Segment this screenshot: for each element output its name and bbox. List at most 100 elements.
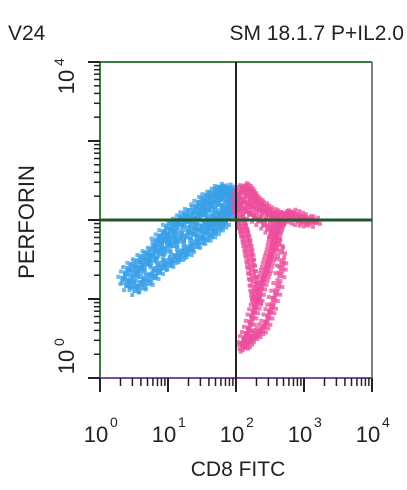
data-point	[275, 243, 280, 248]
data-point	[238, 202, 243, 207]
data-point	[154, 274, 159, 279]
data-point	[271, 281, 276, 286]
data-point	[250, 186, 255, 191]
data-point	[179, 252, 186, 259]
data-point	[268, 246, 273, 251]
data-point	[277, 272, 284, 279]
data-point	[282, 255, 287, 260]
data-point	[158, 260, 165, 267]
data-point	[278, 264, 285, 271]
data-point	[136, 290, 141, 295]
data-point	[263, 307, 268, 312]
data-point	[156, 266, 161, 271]
data-point	[248, 242, 253, 247]
data-point	[211, 221, 216, 226]
data-point	[175, 224, 180, 229]
data-point	[172, 228, 179, 235]
data-point	[250, 277, 257, 284]
data-point	[311, 214, 316, 219]
data-point	[276, 240, 281, 245]
data-point	[156, 277, 161, 281]
data-point	[188, 236, 193, 241]
data-point	[261, 292, 266, 297]
data-point	[273, 251, 278, 256]
data-point	[168, 252, 173, 256]
x-tick-label-base: 10	[288, 422, 312, 447]
data-point	[134, 264, 139, 269]
data-point	[177, 237, 183, 244]
data-point	[264, 247, 269, 252]
data-point	[268, 233, 272, 238]
data-point	[270, 240, 274, 245]
data-point	[257, 271, 262, 276]
data-point	[153, 232, 158, 237]
data-point	[239, 234, 244, 239]
data-point	[186, 208, 193, 214]
data-point	[177, 231, 182, 236]
data-point	[194, 215, 201, 222]
data-point	[164, 267, 169, 272]
data-point	[181, 211, 186, 216]
data-point	[149, 253, 154, 258]
data-point	[267, 236, 272, 241]
data-point	[185, 208, 190, 213]
data-point	[311, 224, 315, 229]
data-point	[226, 204, 231, 209]
data-point	[127, 288, 132, 293]
data-point	[245, 245, 252, 252]
data-point	[295, 212, 300, 217]
data-point	[271, 258, 276, 262]
data-point	[166, 243, 171, 248]
data-point	[256, 209, 261, 214]
data-point	[237, 226, 242, 231]
data-point	[180, 232, 184, 237]
data-point	[261, 332, 266, 337]
data-point	[174, 261, 178, 265]
data-point	[201, 241, 206, 246]
data-point	[266, 326, 271, 331]
data-point	[246, 232, 251, 237]
data-point	[255, 206, 260, 211]
data-point	[291, 216, 296, 220]
x-tick-label-exp: 1	[178, 414, 186, 430]
data-point	[223, 199, 228, 204]
data-point	[182, 207, 187, 211]
data-point	[243, 235, 250, 242]
data-point	[250, 197, 255, 202]
data-point	[246, 271, 250, 276]
data-point	[204, 201, 209, 205]
data-point	[172, 234, 177, 239]
data-point	[128, 286, 133, 290]
x-tick-label-exp: 0	[110, 414, 118, 430]
data-point	[118, 269, 123, 274]
data-point	[278, 248, 285, 255]
data-point	[276, 286, 281, 291]
data-point	[160, 264, 167, 271]
data-point	[268, 322, 273, 327]
data-point	[243, 318, 248, 323]
data-point	[275, 257, 280, 262]
data-point	[270, 205, 275, 210]
data-point	[257, 306, 262, 311]
x-ticks	[99, 378, 373, 392]
data-point	[270, 237, 275, 242]
data-point	[243, 254, 248, 258]
data-point	[266, 209, 271, 214]
data-point	[259, 226, 264, 231]
data-point	[243, 331, 248, 336]
data-point	[262, 254, 267, 258]
data-point	[241, 324, 246, 329]
data-point	[157, 228, 162, 233]
x-tick-label-base: 10	[356, 422, 380, 447]
data-point	[244, 343, 249, 348]
data-point	[277, 234, 282, 239]
data-point	[231, 204, 236, 209]
data-point	[213, 231, 218, 236]
data-point	[141, 269, 146, 273]
data-point	[226, 214, 231, 219]
data-point	[192, 215, 197, 220]
data-point	[250, 202, 255, 207]
data-point	[249, 266, 255, 272]
data-point	[250, 252, 255, 256]
